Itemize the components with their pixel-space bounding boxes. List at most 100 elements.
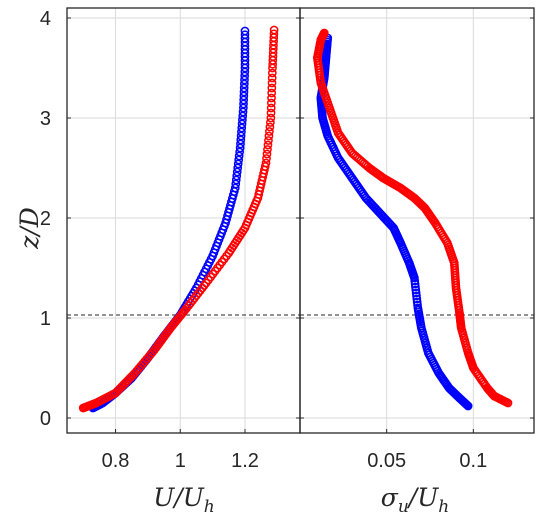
- data-point: [263, 140, 273, 150]
- data-point: [237, 119, 247, 129]
- right-axes-frame: [299, 7, 535, 434]
- left-axes-frame: [66, 7, 301, 434]
- left-series-group: [78, 25, 279, 413]
- y-axis-label: z/D: [15, 207, 44, 250]
- data-point: [233, 159, 243, 169]
- data-point: [236, 135, 246, 145]
- left-series-blue: [88, 26, 250, 413]
- data-point: [265, 122, 275, 132]
- data-point: [267, 73, 277, 83]
- data-point: [260, 162, 270, 171]
- data-point: [261, 158, 271, 168]
- data-point: [239, 99, 248, 109]
- data-point: [412, 291, 421, 301]
- data-point: [240, 26, 250, 36]
- data-point: [267, 98, 276, 108]
- data-point: [262, 149, 272, 159]
- data-point: [262, 154, 271, 163]
- data-point: [411, 288, 421, 298]
- data-point: [235, 143, 245, 153]
- data-point: [266, 118, 275, 127]
- data-point: [240, 30, 250, 40]
- data-point: [239, 87, 249, 97]
- data-point: [267, 93, 276, 103]
- right-series-red: [312, 28, 513, 408]
- data-point: [239, 79, 249, 89]
- data-point: [231, 175, 241, 185]
- data-point: [234, 155, 244, 165]
- data-point: [239, 91, 249, 101]
- data-point: [240, 71, 250, 81]
- data-point: [236, 139, 245, 149]
- left-tick-labels: 0.8 1 1.2 0 1 2 3 4: [40, 8, 300, 472]
- data-point: [264, 131, 274, 141]
- data-point: [413, 300, 422, 310]
- left-x-axis-label-main: U/U: [153, 483, 204, 512]
- left-series-red: [78, 25, 279, 413]
- y-axis-label-text: z/D: [15, 207, 44, 250]
- data-point: [231, 179, 241, 189]
- panel-left-u-profile: 0.8 1 1.2 0 1 2 3 4: [40, 7, 301, 472]
- data-point: [234, 151, 244, 161]
- data-point: [267, 83, 277, 93]
- data-point: [269, 25, 279, 35]
- left-grid: [67, 8, 300, 433]
- data-point: [235, 147, 244, 157]
- x-tick-label: 0.1: [459, 450, 487, 472]
- data-point: [413, 303, 423, 313]
- data-point: [319, 28, 329, 38]
- x-tick-label: 1: [175, 450, 186, 472]
- data-point: [412, 294, 422, 304]
- panel-right-sigma-profile: 0.05 0.1: [299, 7, 535, 472]
- x-tick-label: 0.05: [367, 450, 406, 472]
- right-x-axis-label: σu/Uh: [381, 483, 449, 517]
- data-point: [230, 183, 240, 193]
- right-x-axis-label-sub1: u: [398, 497, 409, 517]
- x-tick-label: 1.2: [231, 450, 259, 472]
- data-point: [232, 171, 242, 181]
- x-tick-label: 0.8: [102, 450, 130, 472]
- right-x-axis-label-sub2: h: [438, 497, 449, 517]
- left-x-axis-label: U/Uh: [153, 483, 215, 517]
- right-grid: [300, 8, 534, 433]
- data-point: [240, 75, 249, 85]
- right-series-blue: [316, 33, 473, 411]
- y-tick-label: 3: [40, 108, 51, 130]
- data-point: [236, 131, 246, 141]
- data-point: [266, 108, 276, 118]
- data-point: [267, 88, 277, 98]
- data-point: [238, 111, 248, 121]
- left-x-axis-label-sub: h: [204, 497, 215, 517]
- data-point: [238, 115, 247, 125]
- y-tick-label: 4: [40, 8, 51, 30]
- data-point: [233, 163, 243, 173]
- data-point: [265, 127, 274, 136]
- data-point: [267, 68, 277, 78]
- right-x-axis-label-sigma: σ: [381, 483, 399, 512]
- right-tick-labels: 0.05 0.1: [300, 17, 534, 472]
- data-point: [232, 167, 242, 177]
- data-point: [237, 127, 246, 137]
- data-point: [237, 123, 247, 133]
- y-tick-label: 0: [40, 408, 51, 430]
- data-point: [239, 83, 249, 93]
- data-point: [412, 297, 422, 307]
- y-tick-label: 1: [40, 308, 51, 330]
- data-point: [267, 78, 277, 88]
- data-point: [335, 130, 344, 140]
- data-point: [264, 136, 273, 145]
- data-point: [411, 282, 420, 292]
- data-point: [411, 285, 421, 295]
- data-point: [238, 107, 248, 117]
- data-point: [269, 29, 279, 39]
- data-point: [239, 103, 248, 113]
- right-series-group: [312, 28, 513, 411]
- data-point: [335, 155, 344, 165]
- data-point: [239, 95, 249, 105]
- data-point: [266, 103, 276, 113]
- right-x-axis-label-mid: /U: [407, 483, 439, 512]
- data-point: [266, 113, 276, 123]
- y-tick-label: 2: [40, 208, 51, 230]
- data-point: [263, 145, 272, 154]
